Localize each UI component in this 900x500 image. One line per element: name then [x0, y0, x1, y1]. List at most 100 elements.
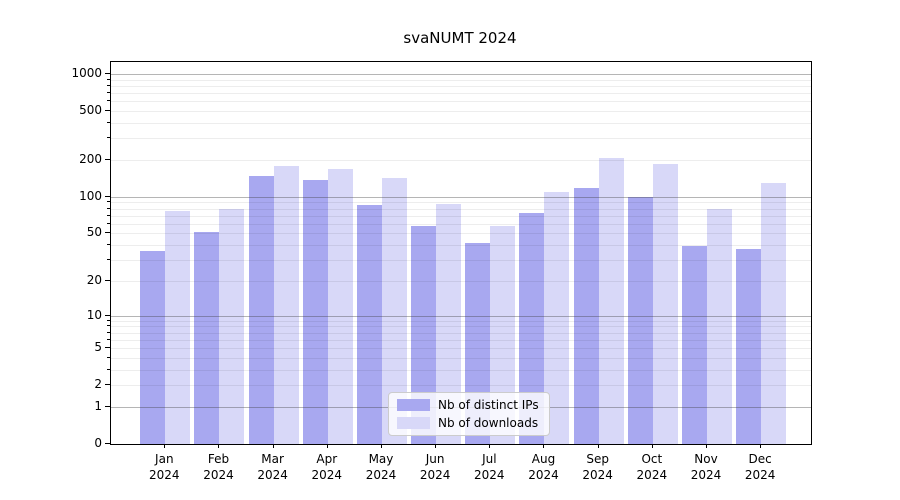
- y-tick-label: 5: [94, 340, 102, 355]
- y-minor-tick: [107, 78, 110, 80]
- x-tick-label-line: 2024: [528, 468, 559, 482]
- bar-downloads: [327, 169, 353, 444]
- y-tick-label: 100: [79, 188, 102, 203]
- y-tick: [105, 110, 110, 112]
- minor-gridline: [111, 339, 811, 341]
- x-tick: [164, 444, 166, 448]
- x-tick: [706, 444, 707, 448]
- chart-title: svaNUMT 2024: [403, 29, 517, 47]
- x-tick: [543, 444, 545, 448]
- bar-downloads: [598, 158, 624, 444]
- y-tick: [105, 279, 110, 281]
- minor-gridline: [111, 245, 811, 247]
- x-tick-label-line: 2024: [365, 468, 397, 482]
- y-tick: [105, 443, 110, 444]
- x-tick-label: Jul 2024: [457, 451, 521, 483]
- x-tick-label: Feb 2024: [186, 451, 250, 483]
- y-tick: [105, 232, 110, 234]
- bar-distinct-ips: [627, 197, 653, 444]
- bar-distinct-ips: [248, 175, 274, 444]
- x-tick-label-line: 2024: [311, 468, 343, 482]
- x-tick-label: Sep 2024: [566, 451, 630, 483]
- y-minor-tick: [107, 92, 110, 94]
- x-tick: [435, 444, 437, 448]
- y-minor-tick: [107, 259, 110, 261]
- y-tick-label: 20: [86, 272, 102, 287]
- x-tick-label-line: Dec: [748, 452, 772, 466]
- minor-gridline: [111, 101, 811, 103]
- x-tick-label-line: Feb: [207, 452, 230, 466]
- minor-gridline: [111, 385, 811, 387]
- minor-gridline: [111, 111, 811, 113]
- y-minor-tick: [107, 325, 110, 327]
- minor-gridline: [111, 332, 811, 334]
- y-minor-tick: [107, 137, 110, 139]
- x-tick-label-line: Mar: [261, 452, 284, 466]
- minor-gridline: [111, 215, 811, 217]
- x-tick-label: May 2024: [349, 451, 413, 483]
- minor-gridline: [111, 348, 811, 350]
- plot-area: [110, 61, 812, 445]
- minor-gridline: [111, 280, 811, 282]
- x-tick: [272, 444, 274, 448]
- x-tick-label: Apr 2024: [295, 451, 359, 483]
- minor-gridline: [111, 79, 811, 81]
- y-minor-tick: [107, 121, 110, 123]
- bar-distinct-ips: [682, 246, 707, 444]
- y-minor-tick: [107, 244, 110, 246]
- y-tick-label: 200: [79, 151, 102, 166]
- minor-gridline: [111, 159, 811, 161]
- bar-distinct-ips: [140, 250, 166, 444]
- y-tick-label: 1000: [71, 65, 102, 80]
- x-tick-label: Oct 2024: [620, 451, 684, 483]
- y-tick: [105, 72, 110, 74]
- y-minor-tick: [107, 331, 110, 333]
- x-tick-label: Jan 2024: [132, 451, 196, 483]
- bar-downloads: [165, 211, 191, 444]
- bar-downloads: [707, 208, 732, 444]
- x-tick-label: Dec 2024: [728, 451, 792, 483]
- y-tick: [105, 314, 110, 316]
- minor-gridline: [111, 233, 811, 235]
- y-minor-tick: [107, 214, 110, 216]
- minor-gridline: [111, 357, 811, 359]
- y-tick-label: 2: [94, 377, 102, 392]
- x-tick-label-line: 2024: [257, 468, 288, 482]
- minor-gridline: [111, 85, 811, 87]
- x-tick: [380, 444, 382, 448]
- bar-distinct-ips: [302, 180, 328, 444]
- x-tick: [651, 444, 653, 448]
- y-tick: [105, 195, 110, 197]
- legend-label-downloads: Nb of downloads: [438, 416, 539, 430]
- x-tick-label: Aug 2024: [511, 451, 575, 483]
- legend-label-distinct-ips: Nb of distinct IPs: [438, 398, 539, 412]
- y-tick: [105, 347, 110, 349]
- major-gridline: [111, 73, 811, 75]
- x-tick-label-line: Nov: [694, 452, 718, 466]
- x-tick: [489, 444, 491, 448]
- x-tick-label-line: 2024: [636, 468, 668, 482]
- minor-gridline: [111, 326, 811, 328]
- x-tick-label-line: 2024: [419, 468, 451, 482]
- x-tick-label-line: Apr: [316, 452, 338, 466]
- x-tick-label-line: Oct: [641, 452, 663, 466]
- x-tick-label-line: 2024: [474, 468, 505, 482]
- minor-gridline: [111, 122, 811, 124]
- legend-swatch-downloads: [397, 417, 430, 429]
- y-tick: [105, 405, 110, 407]
- x-tick-label-line: 2024: [149, 468, 180, 482]
- y-tick-label: 50: [86, 225, 102, 240]
- major-gridline: [111, 196, 811, 198]
- x-tick-label: Nov 2024: [674, 451, 738, 483]
- minor-gridline: [111, 93, 811, 95]
- y-minor-tick: [107, 368, 110, 370]
- y-minor-tick: [107, 201, 110, 203]
- legend-item-downloads: Nb of downloads: [397, 416, 539, 430]
- legend: Nb of distinct IPs Nb of downloads: [388, 392, 550, 436]
- minor-gridline: [111, 202, 811, 204]
- x-tick-label-line: May: [368, 452, 394, 466]
- bar-downloads: [273, 166, 299, 444]
- minor-gridline: [111, 320, 811, 322]
- y-tick-label: 1: [94, 398, 102, 413]
